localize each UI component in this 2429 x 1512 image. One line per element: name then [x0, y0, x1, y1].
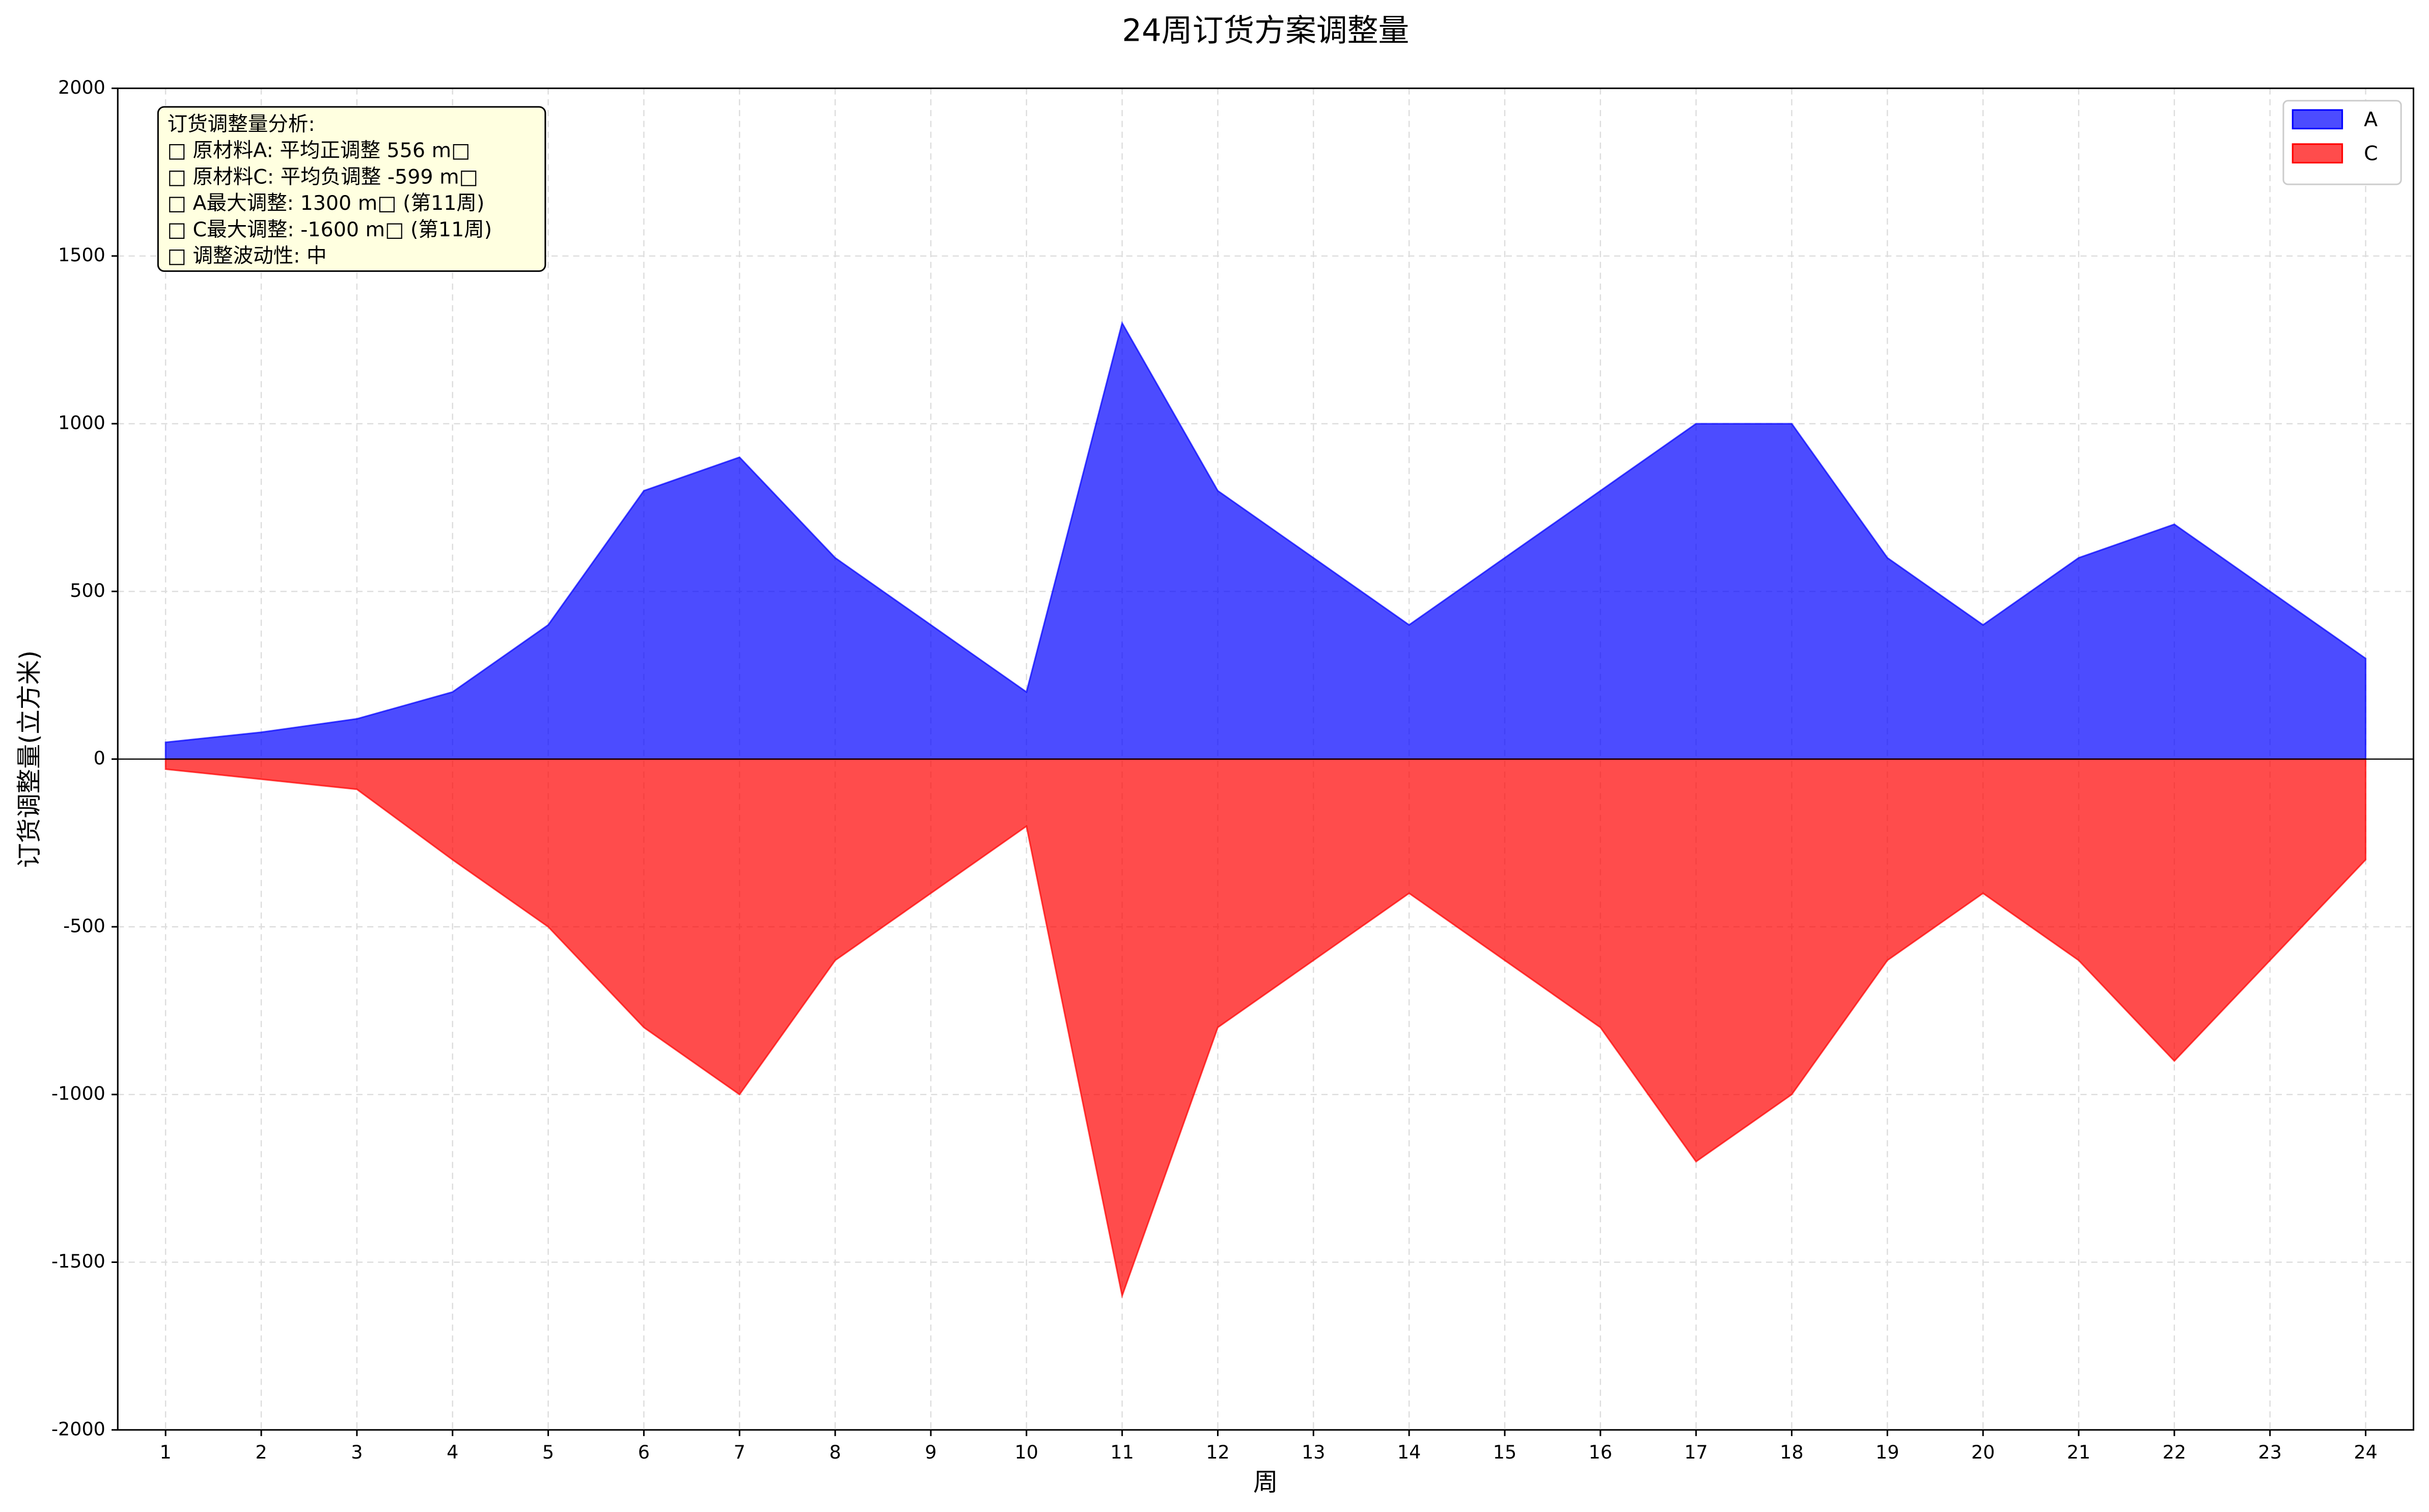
x-tick-label: 15 [1493, 1441, 1516, 1463]
area [164, 321, 2367, 760]
x-tick-label: 2 [255, 1441, 267, 1463]
x-tick-label: 1 [160, 1441, 172, 1463]
legend-swatch [2292, 109, 2343, 130]
y-tick-label: -2000 [51, 1418, 105, 1440]
y-tick-label: -500 [63, 915, 105, 937]
x-tick-label: 19 [1875, 1441, 1899, 1463]
legend-label: A [2364, 108, 2378, 131]
x-tick-label: 10 [1015, 1441, 1038, 1463]
y-tick-label: 0 [94, 747, 105, 769]
x-tick-label: 16 [1589, 1441, 1612, 1463]
y-tick-label: -1500 [51, 1250, 105, 1272]
x-tick-label: 14 [1397, 1441, 1421, 1463]
x-tick-label: 6 [638, 1441, 650, 1463]
x-tick-label: 17 [1684, 1441, 1707, 1463]
legend-label: C [2364, 142, 2378, 166]
x-tick-label: 5 [542, 1441, 554, 1463]
x-tick-label: 18 [1780, 1441, 1803, 1463]
x-tick-label: 4 [447, 1441, 458, 1463]
x-tick-label: 8 [829, 1441, 841, 1463]
legend: AC [2282, 100, 2402, 185]
x-tick-label: 24 [2354, 1441, 2377, 1463]
annotation-line: □ A最大调整: 1300 m□ (第11周) [168, 191, 485, 215]
x-tick-label: 11 [1110, 1441, 1134, 1463]
annotation-line: □ C最大调整: -1600 m□ (第11周) [168, 218, 492, 241]
y-tick-label: 1000 [58, 411, 105, 433]
y-tick-label: 500 [70, 580, 105, 601]
legend-swatch [2292, 143, 2343, 163]
annotation-line: □ 原材料C: 平均负调整 -599 m□ [168, 165, 478, 188]
annotation-line: □ 调整波动性: 中 [168, 244, 327, 267]
annotation-line: □ 原材料A: 平均正调整 556 m□ [168, 139, 471, 162]
x-tick-label: 7 [734, 1441, 746, 1463]
x-tick-label: 3 [351, 1441, 363, 1463]
x-tick-label: 22 [2163, 1441, 2186, 1463]
annotation-frame [157, 106, 546, 272]
x-tick-label: 23 [2258, 1441, 2282, 1463]
y-axis-label: 订货调整量(立方米) [15, 650, 44, 868]
y-tick-label: 1500 [58, 244, 105, 266]
plot-area [164, 321, 2367, 1299]
chart-title: 24周订货方案调整量 [1122, 13, 1409, 48]
x-axis-label: 周 [1253, 1468, 1278, 1497]
y-tick-label: -1000 [51, 1083, 105, 1105]
x-tick-label: 9 [925, 1441, 936, 1463]
x-tick-label: 20 [1971, 1441, 1995, 1463]
x-tick-label: 21 [2067, 1441, 2090, 1463]
x-tick-label: 13 [1302, 1441, 1325, 1463]
annotation: 订货调整量分析: □ 原材料A: 平均正调整 556 m□ □ 原材料C: 平均负调… [157, 106, 546, 272]
y-tick-label: 2000 [58, 76, 105, 98]
annotation-line: 订货调整量分析: [168, 113, 315, 136]
area [164, 758, 2367, 1299]
x-tick-label: 12 [1206, 1441, 1229, 1463]
